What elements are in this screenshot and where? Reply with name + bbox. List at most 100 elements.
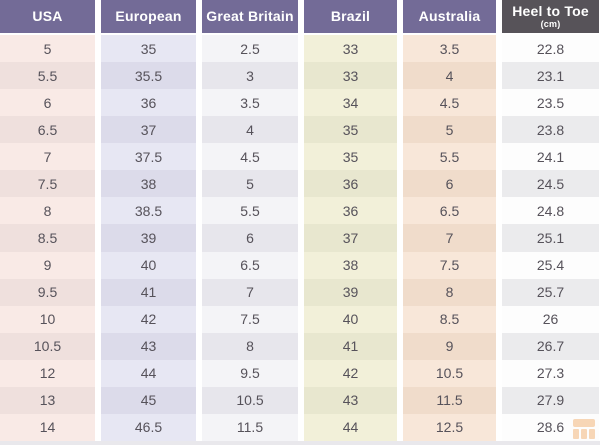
cell: 33 — [304, 62, 397, 90]
cell: 6.5 — [403, 197, 496, 225]
cell: 5 — [202, 170, 298, 198]
cell: 35 — [304, 116, 397, 144]
cell: 9 — [0, 251, 95, 279]
column-brazil: Brazil 33 33 34 35 35 36 36 37 38 39 40 41 42 43 44 — [304, 0, 397, 441]
column-header: Brazil — [304, 0, 397, 33]
cell: 12.5 — [403, 413, 496, 441]
column-header: Australia — [403, 0, 496, 33]
cell: 38 — [304, 251, 397, 279]
cell: 37 — [101, 116, 196, 144]
cell: 7 — [403, 224, 496, 252]
cell: 7.5 — [403, 251, 496, 279]
cell: 14 — [0, 413, 95, 441]
cell: 43 — [101, 332, 196, 360]
column-header: Great Britain — [202, 0, 298, 33]
cell: 36 — [101, 89, 196, 117]
cell: 40 — [304, 305, 397, 333]
column-header-label: Australia — [418, 8, 481, 25]
cell: 12 — [0, 359, 95, 387]
cell: 5.5 — [403, 143, 496, 171]
cell: 41 — [304, 332, 397, 360]
cell: 42 — [101, 305, 196, 333]
cell: 6 — [0, 89, 95, 117]
column-heel-to-toe: Heel to Toe (cm) 22.8 23.1 23.5 23.8 24.1 24.5 2… — [502, 0, 599, 441]
cell: 2.5 — [202, 35, 298, 63]
cell: 10 — [0, 305, 95, 333]
cell: 6 — [403, 170, 496, 198]
cell: 40 — [101, 251, 196, 279]
cell: 36 — [304, 170, 397, 198]
cell: 11.5 — [202, 413, 298, 441]
cell: 3.5 — [403, 35, 496, 63]
cell: 25.1 — [502, 224, 599, 252]
cell: 35 — [101, 35, 196, 63]
cell: 8 — [0, 197, 95, 225]
cell: 13 — [0, 386, 95, 414]
cell: 23.8 — [502, 116, 599, 144]
cell: 35 — [304, 143, 397, 171]
cell: 4 — [403, 62, 496, 90]
bottom-margin-strip — [0, 441, 600, 445]
cell: 8.5 — [403, 305, 496, 333]
cell: 39 — [101, 224, 196, 252]
cell: 27.9 — [502, 386, 599, 414]
column-header-label: Heel to Toe — [512, 2, 589, 19]
cell: 24.5 — [502, 170, 599, 198]
cell: 8.5 — [0, 224, 95, 252]
cell: 38 — [101, 170, 196, 198]
cell: 3.5 — [202, 89, 298, 117]
cell: 7.5 — [0, 170, 95, 198]
cell: 23.1 — [502, 62, 599, 90]
cell: 38.5 — [101, 197, 196, 225]
cell: 11.5 — [403, 386, 496, 414]
cell: 26.7 — [502, 332, 599, 360]
cell: 22.8 — [502, 35, 599, 63]
cell: 7 — [202, 278, 298, 306]
cell: 43 — [304, 386, 397, 414]
column-australia: Australia 3.5 4 4.5 5 5.5 6 6.5 7 7.5 8 8.5 9 10.5 11.… — [403, 0, 496, 441]
grid-logo-icon — [573, 419, 595, 439]
cell: 44 — [304, 413, 397, 441]
cell: 27.3 — [502, 359, 599, 387]
cell: 10.5 — [403, 359, 496, 387]
cell: 5 — [403, 116, 496, 144]
cell: 9.5 — [202, 359, 298, 387]
cell: 6.5 — [0, 116, 95, 144]
cell: 28.6 — [502, 413, 599, 441]
cell: 42 — [304, 359, 397, 387]
cell: 8 — [202, 332, 298, 360]
cell: 10.5 — [0, 332, 95, 360]
column-header-label: Brazil — [330, 8, 371, 25]
column-header-label: USA — [32, 8, 63, 25]
cell: 44 — [101, 359, 196, 387]
cell: 35.5 — [101, 62, 196, 90]
cell: 6.5 — [202, 251, 298, 279]
cell: 9 — [403, 332, 496, 360]
cell: 34 — [304, 89, 397, 117]
cell: 5.5 — [0, 62, 95, 90]
column-great-britain: Great Britain 2.5 3 3.5 4 4.5 5 5.5 6 6.5 7 7.5 8 9.5… — [202, 0, 298, 441]
cell: 5 — [0, 35, 95, 63]
column-header-label: European — [115, 8, 182, 25]
cell: 7.5 — [202, 305, 298, 333]
cell: 37 — [304, 224, 397, 252]
cell: 3 — [202, 62, 298, 90]
cell: 25.4 — [502, 251, 599, 279]
cell: 24.8 — [502, 197, 599, 225]
cell: 25.7 — [502, 278, 599, 306]
cell: 7 — [0, 143, 95, 171]
cell: 8 — [403, 278, 496, 306]
cell: 26 — [502, 305, 599, 333]
cell: 4.5 — [202, 143, 298, 171]
column-header: USA — [0, 0, 95, 33]
cell: 5.5 — [202, 197, 298, 225]
cell: 39 — [304, 278, 397, 306]
cell: 10.5 — [202, 386, 298, 414]
column-header-label: Great Britain — [206, 8, 294, 25]
cell: 41 — [101, 278, 196, 306]
cell: 45 — [101, 386, 196, 414]
cell: 33 — [304, 35, 397, 63]
column-header-sublabel: (cm) — [540, 18, 561, 29]
